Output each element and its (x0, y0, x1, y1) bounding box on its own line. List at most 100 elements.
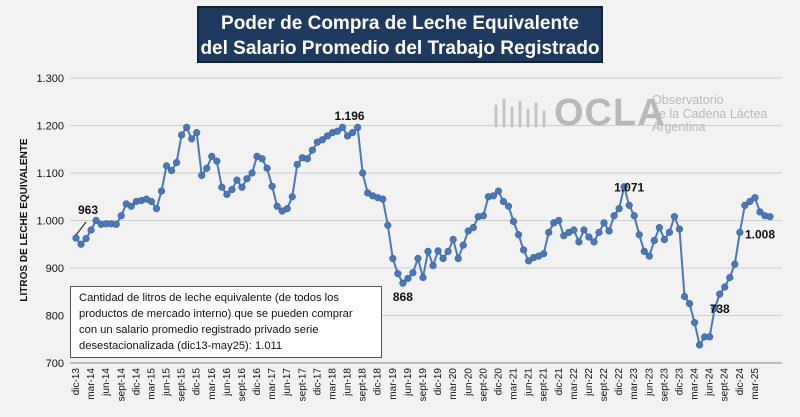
data-point (354, 123, 362, 131)
data-point (183, 123, 191, 131)
x-tick-label: mar-14 (86, 368, 97, 400)
data-point (414, 254, 422, 263)
data-point (308, 146, 316, 154)
data-point (499, 197, 508, 206)
data-point (545, 228, 553, 236)
y-axis-label: LITROS DE LECHE EQUIVALENTE (19, 138, 30, 301)
x-tick-label: jun-21 (524, 368, 535, 397)
data-point (454, 254, 462, 263)
data-point (228, 186, 236, 194)
x-tick-label: dic-24 (735, 368, 746, 396)
data-point (726, 273, 734, 282)
data-point (293, 160, 301, 169)
x-tick-label: jun-19 (403, 368, 414, 397)
x-tick-label: sept-22 (599, 368, 610, 402)
data-point (590, 238, 598, 246)
x-tick-label: dic-18 (373, 368, 384, 396)
data-point (213, 157, 221, 165)
data-label: 738 (710, 302, 730, 316)
data-point (741, 201, 749, 209)
y-tick-label: 1.300 (36, 73, 64, 85)
data-point (434, 247, 442, 255)
data-point (685, 300, 694, 308)
data-point (595, 228, 603, 236)
x-tick-label: mar-15 (146, 368, 157, 400)
data-point (92, 216, 100, 225)
data-point (162, 162, 171, 170)
chart-title: Poder de Compra de Leche Equivalente del… (197, 6, 603, 63)
data-point (419, 273, 427, 282)
x-tick-label: mar-25 (750, 368, 761, 400)
x-tick-label: jun-17 (282, 368, 293, 397)
data-point (404, 274, 412, 283)
data-point (323, 132, 332, 140)
x-tick-label: jun-14 (101, 368, 112, 397)
data-point (706, 333, 714, 341)
data-point (172, 158, 181, 167)
data-point (203, 164, 211, 172)
x-tick-label: sept-15 (177, 368, 188, 402)
data-point (188, 135, 196, 143)
data-point (695, 341, 704, 349)
data-point (610, 212, 618, 220)
x-tick-label: jun-18 (343, 368, 354, 397)
data-point (147, 197, 156, 206)
data-point (504, 202, 513, 210)
data-point (208, 152, 216, 160)
data-point (746, 197, 754, 206)
x-axis-ticks: dic-13 mar-14 jun-14 sept-14 dic-14 mar-15 jun… (71, 368, 761, 402)
x-tick-label: dic-16 (252, 368, 263, 396)
data-label: 868 (393, 290, 413, 304)
x-tick-label: mar-18 (327, 368, 338, 400)
x-tick-label: dic-21 (554, 368, 565, 396)
x-tick-label: dic-22 (614, 368, 625, 396)
data-point (580, 226, 588, 234)
data-point (665, 228, 674, 236)
data-point (218, 183, 226, 191)
annotation-leader (75, 221, 87, 236)
x-tick-label: sept-14 (116, 368, 127, 402)
data-point (620, 183, 628, 191)
data-point (389, 254, 397, 263)
annotations: 963 1.196 868 1.071 738 1.008 (75, 109, 775, 316)
data-point (514, 231, 523, 239)
data-point (449, 235, 457, 244)
data-point (379, 195, 387, 203)
data-point (680, 292, 689, 301)
data-point (72, 234, 80, 242)
x-tick-label: mar-23 (629, 368, 640, 400)
x-tick-label: jun-20 (463, 368, 474, 397)
data-point (112, 220, 120, 228)
data-point (525, 257, 533, 265)
data-point (600, 219, 608, 227)
data-point (429, 262, 437, 270)
data-point (283, 205, 291, 213)
data-point (459, 241, 467, 249)
x-tick-label: mar-19 (388, 368, 399, 400)
x-tick-label: mar-22 (569, 368, 580, 400)
data-point (489, 192, 498, 200)
data-point (273, 202, 281, 210)
data-point (117, 212, 125, 220)
data-point (178, 131, 186, 139)
x-tick-label: jun-16 (222, 368, 233, 397)
data-label: 1.008 (745, 228, 775, 242)
x-tick-label: dic-19 (433, 368, 444, 396)
x-tick-label: sept-19 (418, 368, 429, 402)
data-point (660, 235, 668, 244)
data-point (268, 182, 276, 190)
data-point (655, 224, 663, 232)
data-point (394, 270, 402, 278)
data-point (399, 279, 407, 287)
x-tick-label: sept-20 (478, 368, 489, 402)
data-point (540, 250, 548, 258)
data-point (519, 246, 528, 254)
data-point (494, 187, 503, 195)
data-point (479, 212, 487, 220)
x-tick-label: jun-22 (584, 368, 595, 397)
data-point (384, 221, 392, 229)
data-point (731, 260, 739, 268)
y-tick-label: 1.100 (36, 168, 64, 180)
data-point (635, 231, 643, 239)
data-point (198, 171, 206, 179)
